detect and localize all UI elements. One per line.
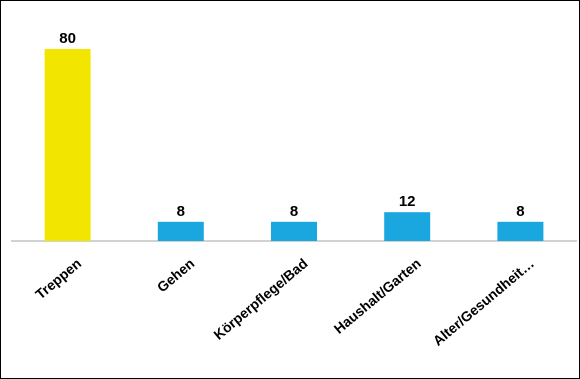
category-label-4: Alter/Gesundheit… [430,255,537,349]
bar-1 [157,221,204,241]
value-label-1: 8 [177,203,185,220]
value-label-0: 80 [59,30,76,47]
category-labels-group: Treppen Gehen Körperpflege/Bad Haushalt/Gar… [32,255,537,349]
category-label-3: Haushalt/Garten [331,255,424,337]
value-labels-group: 80 8 8 12 8 [59,30,524,220]
category-label-0: Treppen [32,255,84,302]
category-label-1: Gehen [154,255,198,295]
bar-3 [384,212,431,241]
value-label-2: 8 [290,203,298,220]
value-label-4: 8 [516,203,524,220]
bar-4 [497,221,544,241]
bars-group [44,49,544,241]
bar-2 [271,221,317,241]
category-label-2: Körperpflege/Bad [210,255,310,343]
bar-0 [44,49,91,241]
value-label-3: 12 [399,193,416,210]
